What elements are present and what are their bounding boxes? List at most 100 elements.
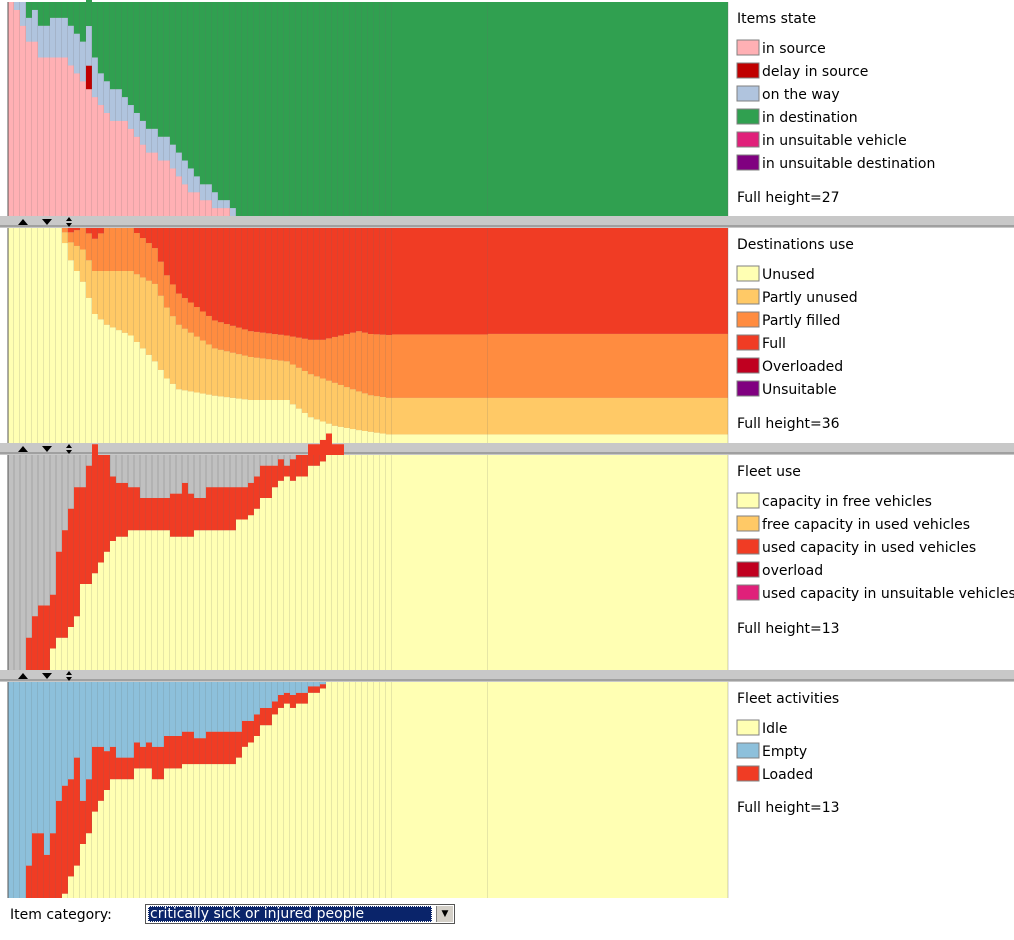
- resize-icon[interactable]: [66, 217, 72, 227]
- bar-segment: [26, 228, 32, 443]
- arrow-up-icon[interactable]: [18, 673, 28, 679]
- bar-segment: [194, 2, 200, 177]
- bar-segment: [302, 703, 308, 898]
- bar-segment: [200, 738, 206, 765]
- bar-segment: [110, 89, 116, 121]
- bar-segment: [158, 136, 164, 161]
- bar-segment: [122, 228, 128, 271]
- panel-splitter[interactable]: [0, 443, 1014, 455]
- bar-segment: [188, 764, 194, 898]
- bar-segment: [206, 764, 212, 898]
- column-0: [8, 682, 15, 898]
- item-category-select[interactable]: critically sick or injured people ▼: [145, 904, 455, 924]
- bar-segment: [236, 487, 242, 520]
- bar-segment: [278, 400, 284, 443]
- bar-segment: [164, 530, 170, 670]
- resize-icon[interactable]: [66, 671, 72, 681]
- bar-segment: [86, 260, 92, 298]
- column-13: [86, 228, 93, 443]
- column-2: [20, 2, 27, 217]
- bar-segment: [320, 461, 326, 670]
- column-56: [344, 682, 351, 898]
- bar-segment: [200, 311, 206, 341]
- bar-segment: [314, 2, 320, 216]
- splitter-bar[interactable]: [0, 443, 1014, 455]
- resize-icon[interactable]: [66, 444, 72, 454]
- bar-segment: [158, 530, 164, 670]
- column-37: [230, 455, 237, 670]
- bar-segment: [206, 315, 212, 345]
- bar-segment: [182, 160, 188, 185]
- column-29: [182, 228, 189, 443]
- bar-segment: [182, 228, 188, 299]
- column-13: [86, 682, 93, 898]
- bar-segment: [320, 228, 326, 340]
- arrow-down-icon[interactable]: [42, 446, 52, 452]
- bar-segment: [92, 682, 98, 747]
- column-8: [56, 682, 63, 898]
- bar-segment: [278, 228, 284, 335]
- column-43: [266, 228, 273, 443]
- legend-swatch: [736, 492, 760, 509]
- column-56: [344, 455, 351, 670]
- bar-segment: [56, 551, 62, 638]
- column-36: [224, 682, 231, 898]
- column-59: [362, 682, 369, 898]
- panel-splitter[interactable]: [0, 670, 1014, 682]
- column-62: [380, 455, 387, 670]
- full-height-note: Full height=27: [737, 190, 840, 206]
- bar-segment: [182, 536, 188, 670]
- column-41: [254, 455, 261, 670]
- bar-segment: [350, 429, 356, 443]
- bar-segment: [86, 228, 92, 234]
- bar-segment: [188, 302, 194, 333]
- arrow-down-icon[interactable]: [42, 673, 52, 679]
- bar-segment: [152, 779, 158, 898]
- bar-segment: [110, 271, 116, 328]
- arrow-down-icon[interactable]: [42, 219, 52, 225]
- chevron-down-icon[interactable]: ▼: [436, 906, 453, 922]
- bar-segment: [98, 233, 104, 271]
- column-42: [260, 455, 267, 670]
- splitter-bar[interactable]: [0, 670, 1014, 682]
- bar-segment: [98, 73, 104, 106]
- arrow-up-icon[interactable]: [18, 446, 28, 452]
- column-49: [302, 2, 309, 216]
- column-48: [296, 455, 303, 670]
- bar-segment: [302, 370, 308, 413]
- bar-segment: [368, 2, 374, 216]
- bar-segment: [104, 324, 110, 443]
- column-0: [8, 2, 15, 216]
- column-56: [344, 2, 351, 216]
- bar-segment: [170, 228, 176, 285]
- bar-segment: [146, 228, 152, 244]
- bar-segment: [50, 228, 56, 443]
- arrow-up-icon[interactable]: [18, 219, 28, 225]
- bar-segment: [212, 731, 218, 765]
- bar-segment: [380, 396, 386, 434]
- splitter-bar[interactable]: [0, 216, 1014, 228]
- bar-segment: [92, 238, 98, 271]
- column-30: [188, 2, 195, 216]
- legend-label: on the way: [762, 87, 840, 103]
- column-15: [98, 228, 105, 443]
- bar-segment: [8, 682, 14, 898]
- bar-segment: [206, 682, 212, 732]
- bar-segment: [164, 275, 170, 308]
- panel-splitter[interactable]: [0, 216, 1014, 228]
- bar-segment: [176, 389, 182, 443]
- bar-segment: [158, 228, 164, 262]
- bar-segment: [488, 2, 728, 216]
- bar-segment: [296, 682, 302, 693]
- bar-segment: [68, 876, 74, 898]
- bar-segment: [188, 536, 194, 670]
- bar-segment: [170, 284, 176, 317]
- column-48: [296, 2, 303, 216]
- bar-segment: [308, 465, 314, 670]
- bar-segment: [38, 2, 44, 26]
- bar-segment: [332, 455, 338, 670]
- legend-label: Overloaded: [762, 359, 843, 375]
- column-14: [92, 682, 99, 898]
- bar-segment: [392, 334, 488, 398]
- bar-segment: [314, 686, 320, 693]
